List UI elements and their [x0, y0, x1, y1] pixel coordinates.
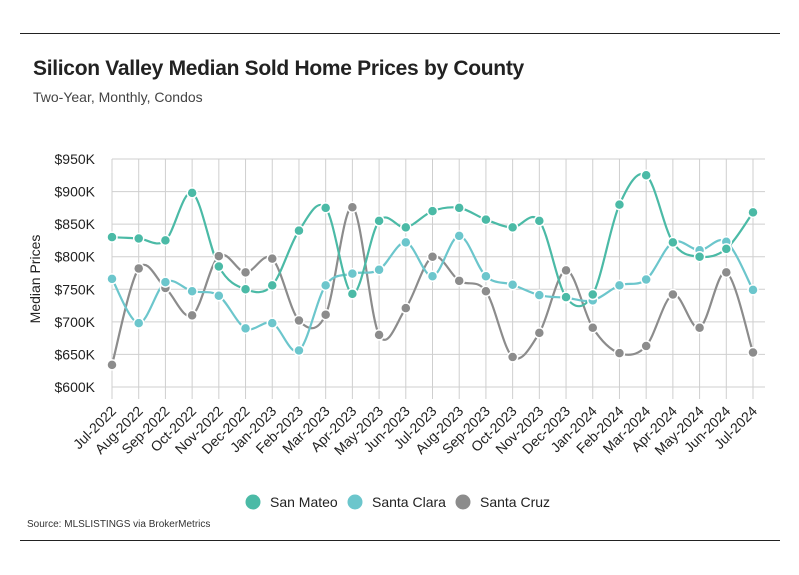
source-note: Source: MLSLISTINGS via BrokerMetrics: [27, 519, 211, 530]
y-tick-label: $950K: [55, 151, 96, 167]
legend-label-santa-cruz: Santa Cruz: [480, 494, 550, 510]
data-point-san-mateo: [346, 288, 359, 300]
data-point-santa-cruz: [266, 252, 278, 265]
data-point-santa-cruz: [373, 329, 385, 341]
data-point-santa-cruz: [293, 314, 305, 327]
top-rule: [20, 33, 780, 34]
data-point-santa-cruz: [106, 359, 118, 371]
data-point-santa-cruz: [613, 347, 626, 359]
data-point-santa-clara: [506, 278, 519, 291]
x-tick-labels: Jul-2022Aug-2022Sep-2022Oct-2022Nov-2022…: [70, 403, 760, 458]
data-point-santa-clara: [373, 263, 385, 276]
series-points: [106, 169, 759, 371]
data-point-san-mateo: [693, 250, 706, 263]
y-tick-label: $750K: [55, 281, 96, 297]
data-point-santa-clara: [400, 236, 412, 249]
data-point-santa-clara: [346, 267, 359, 280]
data-point-santa-cruz: [213, 250, 225, 262]
legend-label-santa-clara: Santa Clara: [372, 494, 446, 510]
bottom-rule: [20, 540, 780, 541]
data-point-santa-clara: [159, 276, 172, 288]
data-point-santa-cruz: [667, 288, 679, 301]
data-point-san-mateo: [506, 221, 519, 234]
data-point-santa-clara: [106, 273, 118, 285]
data-point-santa-cruz: [640, 340, 652, 352]
data-point-santa-cruz: [186, 309, 198, 322]
y-tick-labels: $600K $650K $700K $750K $800K $850K $900K $950K: [55, 151, 96, 395]
data-point-santa-clara: [213, 290, 225, 302]
data-point-san-mateo: [533, 215, 546, 227]
data-point-san-mateo: [266, 279, 278, 292]
data-point-san-mateo: [400, 221, 412, 234]
data-point-san-mateo: [106, 231, 118, 243]
data-point-santa-cruz: [560, 264, 572, 277]
chart-title: Silicon Valley Median Sold Home Prices b…: [33, 57, 524, 80]
y-tick-label: $900K: [55, 184, 96, 200]
legend-marker-san-mateo: [245, 494, 261, 510]
legend: San Mateo Santa Clara Santa Cruz: [245, 494, 550, 510]
data-point-santa-clara: [266, 317, 278, 329]
data-point-santa-cruz: [693, 321, 706, 334]
data-point-santa-cruz: [720, 266, 733, 279]
data-point-san-mateo: [613, 198, 626, 211]
data-point-san-mateo: [453, 202, 465, 214]
data-point-santa-cruz: [239, 266, 252, 279]
data-point-san-mateo: [747, 206, 759, 219]
data-point-san-mateo: [720, 243, 733, 255]
data-point-santa-cruz: [480, 285, 492, 297]
data-point-santa-clara: [613, 279, 626, 292]
data-point-santa-clara: [747, 284, 759, 296]
data-point-santa-clara: [319, 279, 332, 292]
data-point-santa-cruz: [319, 308, 332, 321]
data-point-santa-cruz: [426, 250, 439, 263]
data-point-san-mateo: [426, 205, 439, 217]
data-point-santa-clara: [186, 285, 198, 297]
data-point-san-mateo: [239, 283, 252, 296]
data-point-san-mateo: [213, 260, 225, 273]
data-point-santa-cruz: [533, 327, 546, 339]
data-point-san-mateo: [560, 291, 572, 303]
data-point-santa-clara: [533, 289, 546, 301]
data-point-santa-cruz: [747, 346, 759, 359]
data-point-san-mateo: [293, 224, 305, 237]
data-point-san-mateo: [587, 288, 599, 301]
data-point-san-mateo: [159, 234, 172, 247]
data-point-santa-clara: [640, 273, 652, 286]
data-point-santa-cruz: [132, 262, 145, 275]
y-tick-label: $850K: [55, 216, 96, 232]
data-point-san-mateo: [319, 202, 332, 214]
data-point-santa-clara: [453, 230, 465, 242]
data-point-san-mateo: [480, 213, 492, 226]
data-point-san-mateo: [667, 236, 679, 249]
data-point-san-mateo: [373, 215, 385, 227]
legend-label-san-mateo: San Mateo: [270, 494, 338, 510]
y-tick-label: $600K: [55, 379, 96, 395]
data-point-santa-cruz: [346, 201, 359, 213]
data-point-santa-clara: [426, 270, 439, 283]
data-point-santa-clara: [132, 317, 145, 329]
chart-subtitle: Two-Year, Monthly, Condos: [33, 89, 203, 105]
data-point-santa-cruz: [587, 321, 599, 334]
data-point-santa-cruz: [400, 302, 412, 314]
data-point-santa-cruz: [453, 275, 465, 287]
data-point-san-mateo: [132, 232, 145, 245]
grid: [111, 158, 765, 399]
y-axis-title: Median Prices: [27, 235, 43, 324]
data-point-santa-cruz: [506, 351, 519, 363]
data-point-san-mateo: [640, 169, 652, 182]
y-tick-label: $700K: [55, 314, 96, 330]
legend-marker-santa-cruz: [455, 494, 471, 510]
y-tick-label: $650K: [55, 346, 96, 362]
data-point-san-mateo: [186, 187, 198, 199]
y-tick-label: $800K: [55, 249, 96, 265]
data-point-santa-clara: [239, 322, 252, 335]
data-point-santa-clara: [480, 270, 492, 283]
data-point-santa-clara: [293, 344, 305, 357]
legend-marker-santa-clara: [347, 494, 363, 510]
